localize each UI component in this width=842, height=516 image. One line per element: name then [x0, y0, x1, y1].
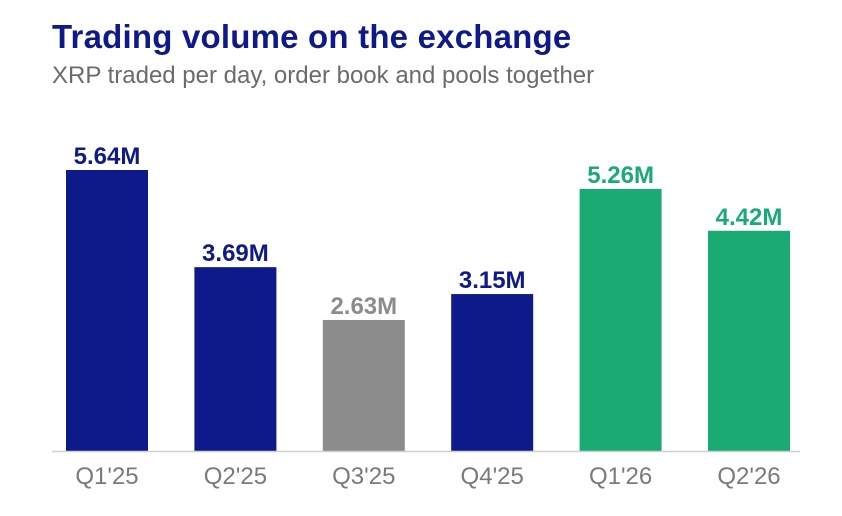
bar-0 — [66, 170, 148, 451]
x-tick-label: Q1'26 — [589, 463, 652, 490]
chart-subtitle: XRP traded per day, order book and pools… — [52, 62, 595, 89]
value-labels-group: 5.64M 3.69M 2.63M 3.15M 5.26M 4.42M — [74, 143, 783, 320]
chart-title: Trading volume on the exchange — [52, 18, 572, 55]
x-tick-label: Q2'25 — [204, 463, 267, 490]
bar-3 — [451, 294, 534, 451]
bar-value-label: 4.42M — [716, 204, 783, 231]
bars-group — [66, 170, 790, 451]
x-tick-labels-group: Q1'25 Q2'25 Q3'25 Q4'25 Q1'26 Q2'26 — [75, 463, 780, 490]
bar-value-label: 3.69M — [202, 240, 269, 267]
x-tick-label: Q4'25 — [461, 463, 524, 490]
bar-4 — [579, 188, 662, 451]
bar-value-label: 5.26M — [587, 162, 654, 189]
bar-5 — [708, 230, 790, 451]
bar-value-label: 5.64M — [74, 143, 141, 170]
x-tick-label: Q1'25 — [75, 463, 138, 490]
x-tick-label: Q3'25 — [332, 463, 395, 490]
x-tick-label: Q2'26 — [717, 463, 780, 490]
bar-value-label: 3.15M — [459, 267, 526, 294]
bar-2 — [322, 319, 405, 451]
bar-1 — [194, 267, 277, 451]
bar-value-label: 2.63M — [330, 293, 397, 320]
